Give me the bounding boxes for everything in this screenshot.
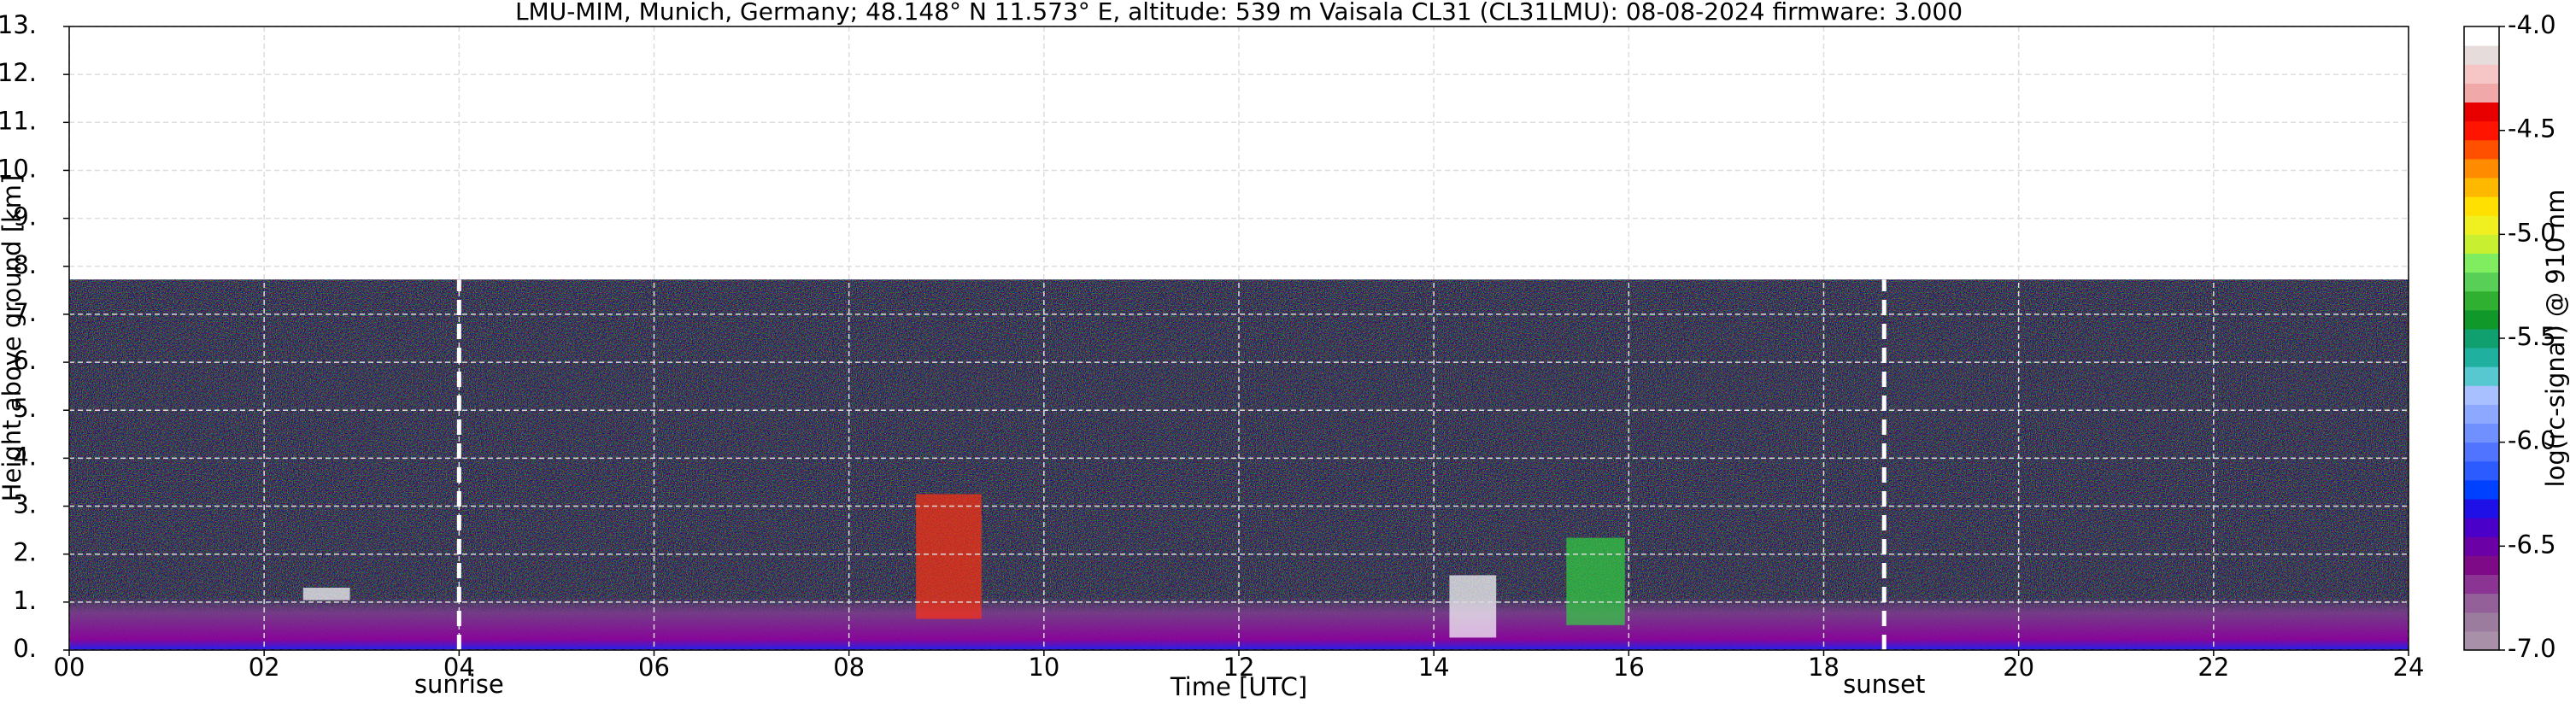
colorbar-segment (2464, 177, 2499, 197)
colorbar-segment (2464, 328, 2499, 349)
y-tick-label: 0. (13, 634, 37, 663)
signal-feature (1566, 537, 1625, 625)
annotation-label: sunrise (414, 670, 504, 699)
y-tick-label: 2. (13, 538, 37, 567)
colorbar-segment (2464, 593, 2499, 613)
colorbar-segment (2464, 234, 2499, 254)
y-tick-label: 12. (0, 58, 37, 87)
colorbar-label: log(rc-signal) @ 910 nm (2541, 190, 2570, 488)
colorbar-segment (2464, 536, 2499, 556)
colorbar-segment (2464, 460, 2499, 481)
y-tick-label: 6. (13, 346, 37, 375)
colorbar-segment (2464, 102, 2499, 122)
x-tick-label: 02 (249, 653, 280, 682)
plot-frame (68, 26, 2409, 651)
x-tick-label: 20 (2003, 653, 2034, 682)
colorbar-segment (2464, 423, 2499, 443)
colorbar-segment (2464, 404, 2499, 425)
x-tick-label: 08 (833, 653, 865, 682)
colorbar-segment (2464, 518, 2499, 537)
annotation-label: sunset (1843, 670, 1925, 699)
x-tick-label: 10 (1028, 653, 1059, 682)
colorbar-segment (2464, 64, 2499, 84)
y-tick-label: 10. (0, 154, 37, 183)
y-tick-label: 4. (13, 442, 37, 471)
colorbar-segment (2464, 253, 2499, 273)
x-tick-label: 12 (1223, 653, 1255, 682)
chart-title: LMU-MIM, Munich, Germany; 48.148° N 11.5… (515, 0, 1963, 26)
colorbar-segment (2464, 630, 2499, 651)
colorbar-segment (2464, 26, 2499, 46)
colorbar-segment (2464, 139, 2499, 160)
signal-feature (916, 494, 982, 619)
colorbar-segment (2464, 272, 2499, 292)
colorbar-segment (2464, 348, 2499, 367)
colorbar-tick-label: -4.0 (2508, 10, 2556, 39)
colorbar-segment (2464, 555, 2499, 576)
colorbar-segment (2464, 83, 2499, 103)
x-tick-label: 18 (1808, 653, 1840, 682)
colorbar-tick-label: -6.0 (2508, 426, 2556, 455)
colorbar-segment (2464, 479, 2499, 500)
colorbar-segment (2464, 574, 2499, 595)
colorbar-segment (2464, 196, 2499, 216)
colorbar-segment (2464, 215, 2499, 235)
x-tick-label: 24 (2393, 653, 2425, 682)
y-tick-label: 3. (13, 490, 37, 519)
colorbar-tick-label: -6.5 (2508, 530, 2556, 559)
x-tick-label: 00 (54, 653, 85, 682)
colorbar-segment (2464, 158, 2499, 179)
colorbar-segment (2464, 290, 2499, 311)
colorbar-tick-label: -7.0 (2508, 634, 2556, 663)
y-tick-label: 13. (0, 10, 37, 39)
x-tick-label: 22 (2198, 653, 2229, 682)
y-tick-label: 11. (0, 106, 37, 135)
colorbar-tick-label: -5.0 (2508, 218, 2556, 247)
colorbar-segment (2464, 45, 2499, 65)
y-tick-label: 5. (13, 394, 37, 423)
colorbar-tick-label: -4.5 (2508, 114, 2556, 144)
signal-feature (1449, 575, 1497, 638)
x-tick-label: 04 (443, 653, 475, 682)
y-tick-label: 7. (13, 298, 37, 327)
y-tick-label: 8. (13, 250, 37, 279)
colorbar-segment (2464, 612, 2499, 632)
colorbar-segment (2464, 120, 2499, 141)
y-axis-label: Height above ground [km] (0, 175, 26, 502)
x-axis-label: Time [UTC] (1170, 672, 1307, 701)
signal-feature (302, 588, 350, 601)
colorbar-segment (2464, 366, 2499, 386)
y-tick-label: 1. (13, 586, 37, 615)
colorbar-segment (2464, 309, 2499, 330)
colorbar-tick-label: -5.5 (2508, 322, 2556, 351)
colorbar-segment (2464, 442, 2499, 462)
x-tick-label: 06 (638, 653, 670, 682)
colorbar-segment (2464, 385, 2499, 405)
x-tick-label: 14 (1418, 653, 1450, 682)
y-tick-label: 9. (13, 202, 37, 231)
x-tick-label: 16 (1613, 653, 1645, 682)
colorbar-segment (2464, 499, 2499, 519)
